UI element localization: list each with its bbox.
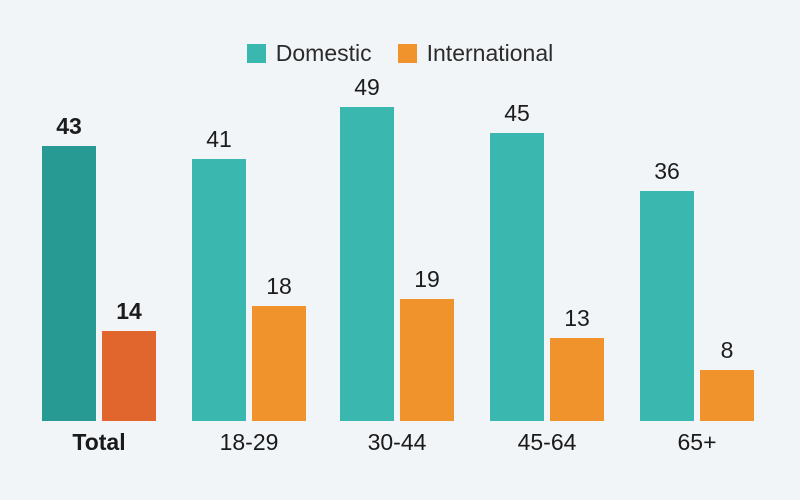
category-label-total: Total [72,429,126,455]
bar-column-international-45-64: 13 [550,307,604,421]
bar-group-total: 43 14 [42,115,156,421]
bar-group-45-64: 45 13 [490,102,604,421]
value-label-domestic-45-64: 45 [504,100,530,126]
bar-column-international-30-44: 19 [400,268,454,421]
value-label-international-65: 8 [720,337,734,363]
bar-column-international-18-29: 18 [252,275,306,421]
bar-column-domestic-65: 36 [640,160,694,421]
bar-international-45-64 [550,338,604,421]
bar-domestic-65 [640,191,694,421]
bar-column-international-65: 8 [700,339,754,421]
bar-group-65: 36 8 [640,160,754,421]
value-label-domestic-18-29: 41 [206,126,232,152]
legend-swatch-domestic [246,44,266,63]
value-label-international-45-64: 13 [564,305,590,331]
legend: Domestic International [0,42,800,65]
bar-international-30-44 [400,299,454,421]
value-label-domestic-30-44: 49 [354,74,380,100]
bar-domestic-18-29 [192,159,246,421]
value-label-domestic-total: 43 [56,113,82,139]
bar-domestic-total [42,146,96,421]
legend-item-international: International [397,40,554,66]
bar-international-total [102,331,156,421]
bar-group-30-44: 49 19 [340,76,454,421]
category-label-65: 65+ [677,429,717,455]
bar-international-65 [700,370,754,421]
legend-swatch-international [397,44,417,63]
bar-column-international-total: 14 [102,300,156,421]
value-label-international-total: 14 [116,298,142,324]
legend-label-domestic: Domestic [275,40,372,66]
category-label-18-29: 18-29 [219,429,279,455]
value-label-international-30-44: 19 [414,266,440,292]
bar-international-18-29 [252,306,306,421]
bar-group-18-29: 41 18 [192,128,306,421]
category-label-45-64: 45-64 [517,429,577,455]
bar-column-domestic-18-29: 41 [192,128,246,421]
bar-domestic-30-44 [340,107,394,421]
bar-column-domestic-total: 43 [42,115,96,421]
bar-column-domestic-30-44: 49 [340,76,394,421]
legend-label-international: International [426,40,554,66]
bar-domestic-45-64 [490,133,544,421]
value-label-international-18-29: 18 [266,273,292,299]
legend-item-domestic: Domestic [246,40,372,66]
value-label-domestic-65: 36 [654,158,680,184]
bar-column-domestic-45-64: 45 [490,102,544,421]
category-label-30-44: 30-44 [367,429,427,455]
